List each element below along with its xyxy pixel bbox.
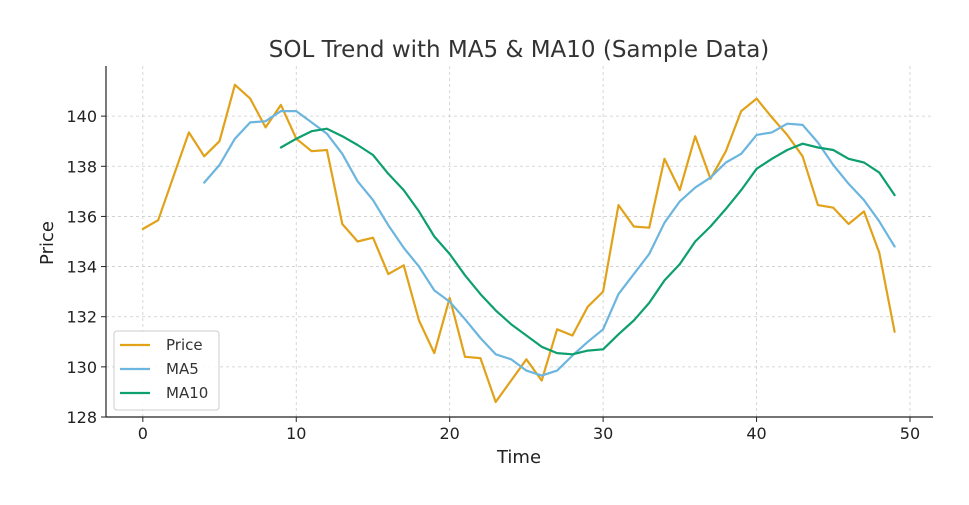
series-line-price — [141, 83, 896, 404]
y-tick-label: 136 — [66, 207, 97, 226]
y-tick-label: 140 — [66, 107, 97, 126]
grid — [106, 66, 933, 418]
x-tick-label: 40 — [746, 424, 766, 443]
series-line-ma5 — [203, 109, 896, 377]
legend-label-ma10: MA10 — [166, 384, 208, 402]
y-tick-label: 132 — [66, 308, 97, 327]
x-tick-label: 20 — [440, 424, 460, 443]
legend-label-price: Price — [166, 336, 203, 354]
chart-title: SOL Trend with MA5 & MA10 (Sample Data) — [269, 37, 770, 63]
y-axis-label: Price — [37, 221, 58, 265]
y-tick-label: 134 — [66, 258, 97, 277]
legend-box — [113, 330, 220, 411]
x-tick-label: 50 — [900, 424, 920, 443]
y-tick-label: 130 — [66, 358, 97, 377]
legend-label-ma5: MA5 — [166, 360, 199, 378]
y-tick-label: 128 — [66, 408, 97, 427]
series-layer — [141, 83, 896, 404]
series-line-ma10 — [279, 127, 896, 356]
x-tick-label: 10 — [286, 424, 306, 443]
y-tick-label: 138 — [66, 157, 97, 176]
legend: Price MA5 MA10 — [113, 330, 220, 411]
x-ticks: 0 10 20 30 40 50 — [138, 417, 920, 443]
y-ticks: 128 130 132 134 136 138 140 — [66, 107, 106, 427]
x-axis-label: Time — [496, 447, 541, 468]
x-tick-label: 0 — [138, 424, 148, 443]
x-tick-label: 30 — [593, 424, 613, 443]
